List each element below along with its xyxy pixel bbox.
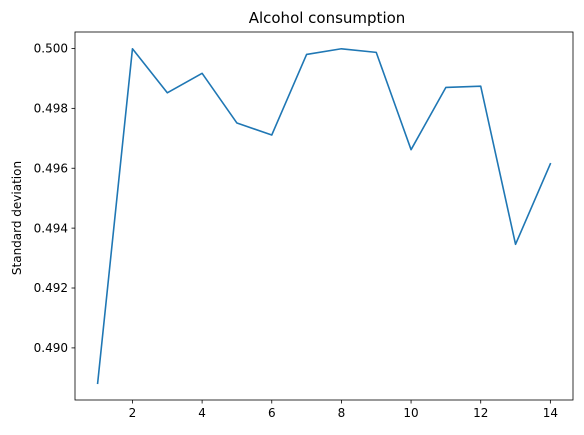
series-line [96,47,552,385]
y-axis-label: Standard deviation [10,161,24,275]
y-tick-label: 0.492 [34,281,68,295]
x-tick-label: 12 [473,406,488,420]
x-tick-label: 10 [403,406,418,420]
chart-title: Alcohol consumption [249,9,406,27]
x-tick-label: 4 [198,406,206,420]
y-tick-label: 0.496 [34,161,68,175]
y-tick-label: 0.494 [34,221,68,235]
y-tick-label: 0.498 [34,102,68,116]
plot-frame [74,31,574,401]
x-tick-label: 8 [338,406,346,420]
x-tick-label: 14 [543,406,558,420]
x-tick-label: 2 [129,406,137,420]
y-tick-label: 0.500 [34,42,68,56]
y-tick-label: 0.490 [34,341,68,355]
x-tick-label: 6 [268,406,276,420]
plot-area: 2 4 6 8 10 12 14 0.490 0.492 0.494 0.496 0.498 0.500 [34,31,574,420]
